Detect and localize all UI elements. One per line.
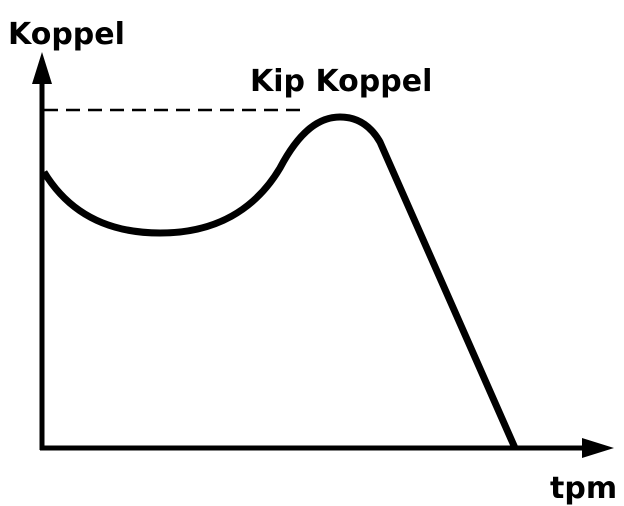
y-axis-label: Koppel	[8, 17, 125, 52]
y-axis-arrow	[32, 52, 52, 84]
kip-annotation: Kip Koppel	[250, 64, 432, 99]
torque-curve	[41, 113, 519, 450]
x-axis-arrow	[582, 438, 614, 458]
x-axis-label: tpm	[550, 471, 617, 506]
